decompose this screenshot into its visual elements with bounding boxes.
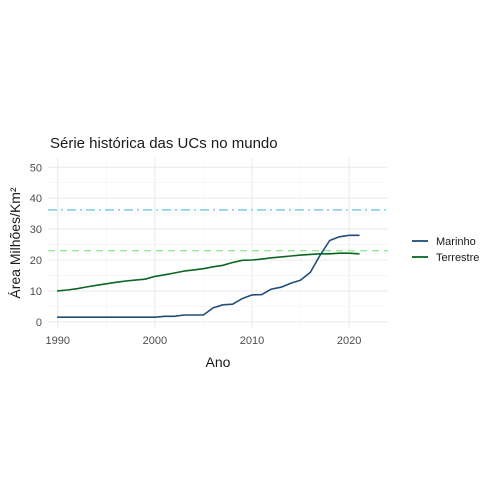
series-lines xyxy=(58,235,359,317)
series-line-marinho xyxy=(58,235,359,317)
legend: Marinho Terrestre xyxy=(412,236,479,264)
chart-title: Série histórica das UCs no mundo xyxy=(50,135,278,152)
legend-label-terrestre: Terrestre xyxy=(436,252,479,264)
y-tick-label: 50 xyxy=(30,162,42,174)
x-tick-label: 2000 xyxy=(143,335,167,347)
y-tick-label: 10 xyxy=(30,286,42,298)
y-tick-label: 30 xyxy=(30,224,42,236)
series-line-terrestre xyxy=(58,253,359,291)
y-axis-title: Área Milhões/Km² xyxy=(7,187,23,299)
x-tick-label: 1990 xyxy=(45,335,69,347)
y-tick-label: 40 xyxy=(30,193,42,205)
y-tick-label: 0 xyxy=(36,317,42,329)
grid-lines xyxy=(48,158,388,328)
y-tick-label: 20 xyxy=(30,255,42,267)
x-tick-label: 2020 xyxy=(337,335,361,347)
x-tick-labels: 1990 2000 2010 2020 xyxy=(45,335,361,347)
legend-label-marinho: Marinho xyxy=(436,236,476,248)
x-axis-title: Ano xyxy=(206,354,231,370)
x-tick-label: 2010 xyxy=(240,335,264,347)
y-tick-labels: 0 10 20 30 40 50 xyxy=(30,162,42,329)
